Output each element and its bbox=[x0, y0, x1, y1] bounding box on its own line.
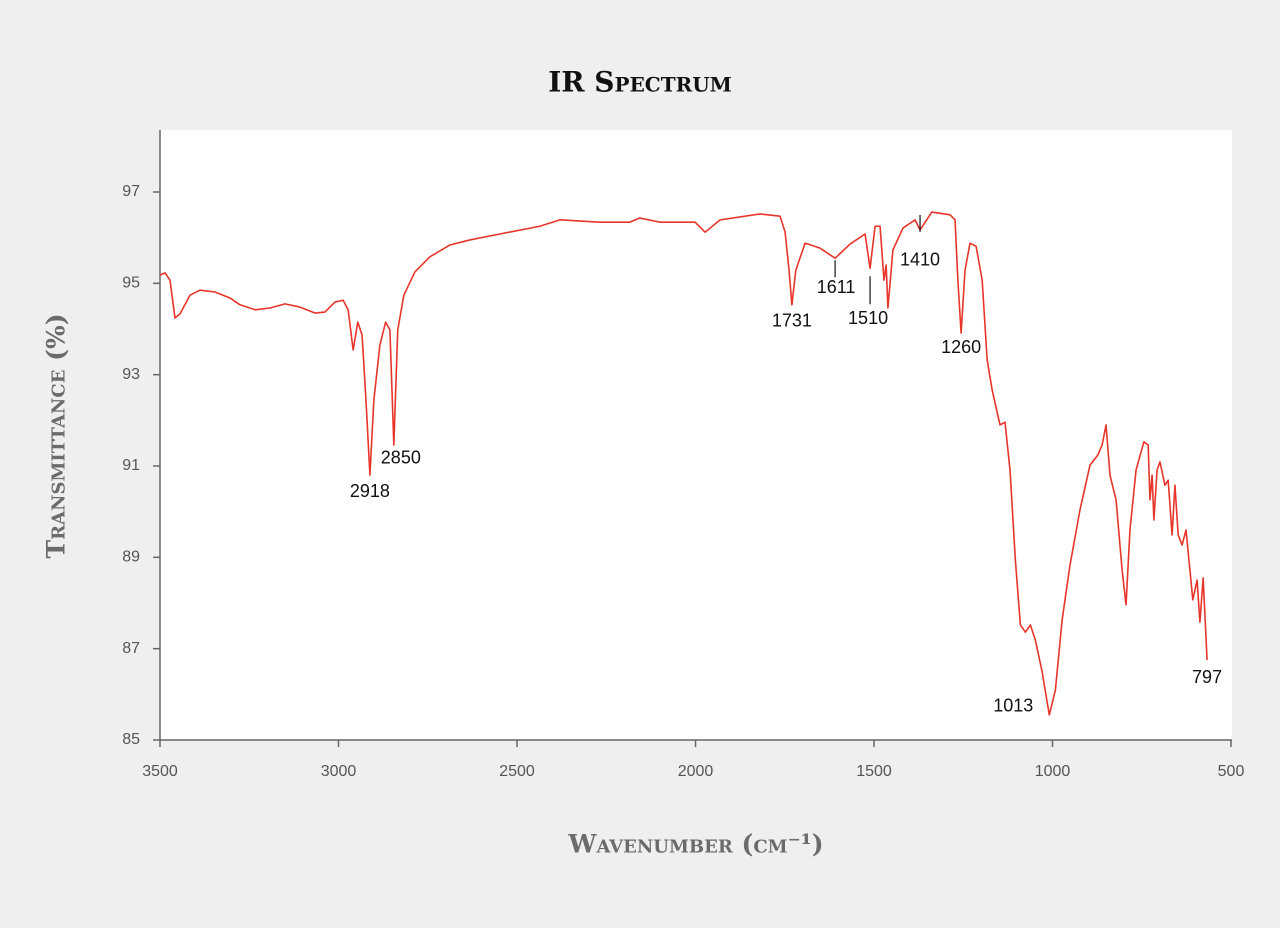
y-tick-label: 87 bbox=[122, 640, 140, 657]
x-tick-label: 1500 bbox=[856, 763, 892, 780]
annotation: 1611 bbox=[817, 277, 856, 297]
annotation: 1731 bbox=[772, 311, 812, 331]
annotation: 2918 bbox=[350, 481, 390, 501]
annotation: 1410 bbox=[900, 250, 940, 270]
x-tick-label: 2500 bbox=[499, 763, 535, 780]
x-tick-label: 3500 bbox=[142, 763, 178, 780]
annotation: 1013 bbox=[993, 696, 1033, 716]
y-tick-label: 85 bbox=[122, 731, 140, 748]
plot-area bbox=[160, 130, 1232, 740]
y-tick-label: 95 bbox=[122, 275, 140, 292]
annotation: 2850 bbox=[381, 448, 421, 468]
annotation: 1260 bbox=[941, 337, 981, 357]
x-tick-label: 3000 bbox=[321, 763, 357, 780]
x-tick-label: 2000 bbox=[678, 763, 714, 780]
y-tick-label: 97 bbox=[122, 183, 140, 200]
y-axis-label: Transmittance (%) bbox=[42, 313, 71, 558]
x-tick-label: 500 bbox=[1218, 763, 1245, 780]
y-tick-label: 89 bbox=[122, 549, 140, 566]
spectrum-line bbox=[159, 211, 1208, 716]
annotation: 1510 bbox=[848, 308, 888, 328]
chart-title: IR Spectrum bbox=[548, 66, 732, 99]
y-tick-label: 93 bbox=[122, 366, 140, 383]
annotation: 797 bbox=[1192, 667, 1222, 687]
x-axis-label: Wavenumber (cm⁻¹) bbox=[567, 830, 823, 859]
y-tick-label: 91 bbox=[122, 457, 140, 474]
x-tick-label: 1000 bbox=[1035, 763, 1071, 780]
